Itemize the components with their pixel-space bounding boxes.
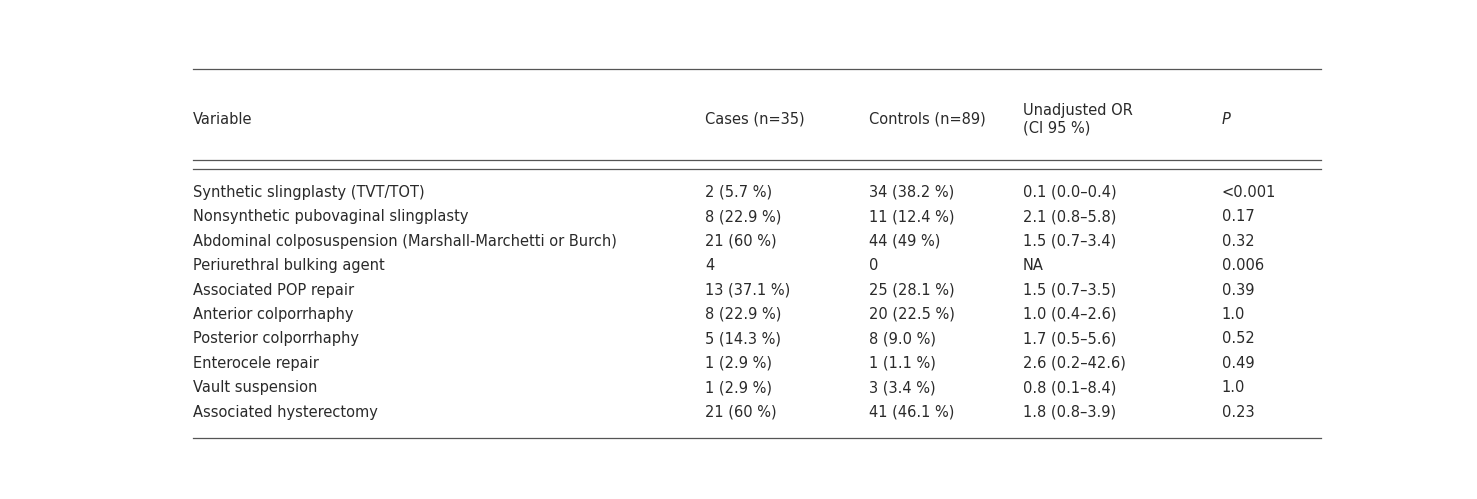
Text: 25 (28.1 %): 25 (28.1 %) xyxy=(868,282,954,297)
Text: Abdominal colposuspension (Marshall-Marchetti or Burch): Abdominal colposuspension (Marshall-Marc… xyxy=(192,234,616,249)
Text: Controls (n=89): Controls (n=89) xyxy=(868,112,985,127)
Text: 0.8 (0.1–8.4): 0.8 (0.1–8.4) xyxy=(1022,380,1117,395)
Text: 2 (5.7 %): 2 (5.7 %) xyxy=(706,185,772,200)
Text: 1.8 (0.8–3.9): 1.8 (0.8–3.9) xyxy=(1022,405,1115,420)
Text: 1.0 (0.4–2.6): 1.0 (0.4–2.6) xyxy=(1022,307,1117,322)
Text: 2.6 (0.2–42.6): 2.6 (0.2–42.6) xyxy=(1022,356,1125,371)
Text: 0: 0 xyxy=(868,258,879,273)
Text: 34 (38.2 %): 34 (38.2 %) xyxy=(868,185,954,200)
Text: 1.0: 1.0 xyxy=(1221,307,1245,322)
Text: 20 (22.5 %): 20 (22.5 %) xyxy=(868,307,956,322)
Text: Associated hysterectomy: Associated hysterectomy xyxy=(192,405,378,420)
Text: NA: NA xyxy=(1022,258,1043,273)
Text: 8 (22.9 %): 8 (22.9 %) xyxy=(706,307,781,322)
Text: Periurethral bulking agent: Periurethral bulking agent xyxy=(192,258,384,273)
Text: 0.006: 0.006 xyxy=(1221,258,1264,273)
Text: 21 (60 %): 21 (60 %) xyxy=(706,234,777,249)
Text: 41 (46.1 %): 41 (46.1 %) xyxy=(868,405,954,420)
Text: 13 (37.1 %): 13 (37.1 %) xyxy=(706,282,790,297)
Text: 0.1 (0.0–0.4): 0.1 (0.0–0.4) xyxy=(1022,185,1117,200)
Text: <0.001: <0.001 xyxy=(1221,185,1276,200)
Text: 0.23: 0.23 xyxy=(1221,405,1254,420)
Text: 0.49: 0.49 xyxy=(1221,356,1254,371)
Text: Nonsynthetic pubovaginal slingplasty: Nonsynthetic pubovaginal slingplasty xyxy=(192,210,468,225)
Text: 1 (2.9 %): 1 (2.9 %) xyxy=(706,380,772,395)
Text: 1 (2.9 %): 1 (2.9 %) xyxy=(706,356,772,371)
Text: 44 (49 %): 44 (49 %) xyxy=(868,234,941,249)
Text: P: P xyxy=(1221,112,1230,127)
Text: 0.17: 0.17 xyxy=(1221,210,1254,225)
Text: 5 (14.3 %): 5 (14.3 %) xyxy=(706,331,781,346)
Text: Enterocele repair: Enterocele repair xyxy=(192,356,319,371)
Text: 1 (1.1 %): 1 (1.1 %) xyxy=(868,356,936,371)
Text: 1.5 (0.7–3.5): 1.5 (0.7–3.5) xyxy=(1022,282,1115,297)
Text: 0.32: 0.32 xyxy=(1221,234,1254,249)
Text: 4: 4 xyxy=(706,258,715,273)
Text: Variable: Variable xyxy=(192,112,253,127)
Text: 2.1 (0.8–5.8): 2.1 (0.8–5.8) xyxy=(1022,210,1117,225)
Text: 8 (22.9 %): 8 (22.9 %) xyxy=(706,210,781,225)
Text: Synthetic slingplasty (TVT/TOT): Synthetic slingplasty (TVT/TOT) xyxy=(192,185,424,200)
Text: 11 (12.4 %): 11 (12.4 %) xyxy=(868,210,954,225)
Text: Unadjusted OR
(CI 95 %): Unadjusted OR (CI 95 %) xyxy=(1022,103,1133,136)
Text: Cases (n=35): Cases (n=35) xyxy=(706,112,805,127)
Text: 1.5 (0.7–3.4): 1.5 (0.7–3.4) xyxy=(1022,234,1115,249)
Text: 1.7 (0.5–5.6): 1.7 (0.5–5.6) xyxy=(1022,331,1117,346)
Text: 0.39: 0.39 xyxy=(1221,282,1254,297)
Text: 21 (60 %): 21 (60 %) xyxy=(706,405,777,420)
Text: Posterior colporrhaphy: Posterior colporrhaphy xyxy=(192,331,359,346)
Text: 1.0: 1.0 xyxy=(1221,380,1245,395)
Text: 8 (9.0 %): 8 (9.0 %) xyxy=(868,331,936,346)
Text: Anterior colporrhaphy: Anterior colporrhaphy xyxy=(192,307,353,322)
Text: 3 (3.4 %): 3 (3.4 %) xyxy=(868,380,936,395)
Text: Associated POP repair: Associated POP repair xyxy=(192,282,354,297)
Text: Vault suspension: Vault suspension xyxy=(192,380,318,395)
Text: 0.52: 0.52 xyxy=(1221,331,1254,346)
